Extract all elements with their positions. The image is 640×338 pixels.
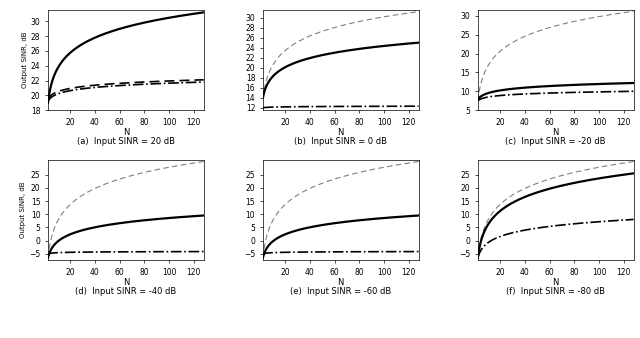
Title: (d)  Input SINR = -40 dB: (d) Input SINR = -40 dB bbox=[76, 287, 177, 296]
Title: (b)  Input SINR = 0 dB: (b) Input SINR = 0 dB bbox=[294, 137, 387, 146]
X-axis label: N: N bbox=[338, 128, 344, 137]
Title: (f)  Input SINR = -80 dB: (f) Input SINR = -80 dB bbox=[506, 287, 605, 296]
X-axis label: N: N bbox=[123, 278, 129, 287]
Title: (e)  Input SINR = -60 dB: (e) Input SINR = -60 dB bbox=[290, 287, 392, 296]
Title: (c)  Input SINR = -20 dB: (c) Input SINR = -20 dB bbox=[506, 137, 606, 146]
Title: (a)  Input SINR = 20 dB: (a) Input SINR = 20 dB bbox=[77, 137, 175, 146]
X-axis label: N: N bbox=[552, 278, 559, 287]
X-axis label: N: N bbox=[123, 128, 129, 137]
X-axis label: N: N bbox=[338, 278, 344, 287]
X-axis label: N: N bbox=[552, 128, 559, 137]
Y-axis label: Output SINR, dB: Output SINR, dB bbox=[20, 182, 26, 239]
Y-axis label: Output SINR, dB: Output SINR, dB bbox=[22, 32, 28, 89]
